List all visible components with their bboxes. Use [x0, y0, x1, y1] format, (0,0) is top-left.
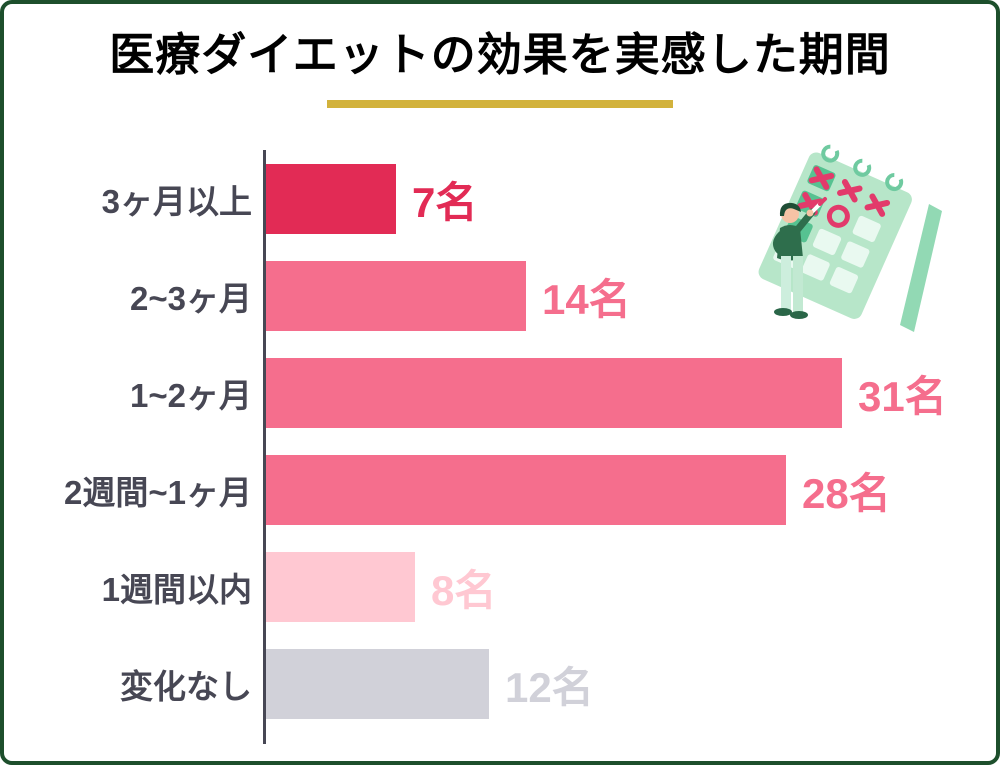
- value-label: 12名: [505, 663, 594, 711]
- category-label: 3ヶ月以上: [101, 183, 252, 220]
- bar: [266, 164, 396, 234]
- bar-rows: 3ヶ月以上 7名 2~3ヶ月 14名 1~2ヶ月 31名 2週間~1ヶ月 28名…: [4, 150, 996, 719]
- bar-row: 3ヶ月以上 7名: [4, 164, 996, 234]
- bar: [266, 358, 842, 428]
- category-label: 1週間以内: [101, 571, 252, 608]
- person-marking-calendar-icon: [758, 144, 942, 332]
- value-label: 8名: [431, 566, 497, 614]
- bar-row: 1週間以内 8名: [4, 552, 996, 622]
- bar: [266, 649, 489, 719]
- value-label: 7名: [412, 178, 478, 226]
- category-label: 変化なし: [120, 668, 252, 705]
- y-axis-line: [263, 150, 266, 744]
- bar-row: 2週間~1ヶ月 28名: [4, 455, 996, 525]
- page-title: 医療ダイエットの効果を実感した期間: [109, 29, 891, 80]
- bar: [266, 552, 415, 622]
- category-label: 2~3ヶ月: [130, 280, 252, 317]
- bar: [266, 261, 526, 331]
- category-label: 2週間~1ヶ月: [64, 474, 252, 511]
- value-label: 31名: [858, 372, 947, 420]
- bar-row: 変化なし 12名: [4, 649, 996, 719]
- category-label: 1~2ヶ月: [130, 377, 252, 414]
- bar-row: 1~2ヶ月 31名: [4, 358, 996, 428]
- bar-row: 2~3ヶ月 14名: [4, 261, 996, 331]
- bar: [266, 455, 786, 525]
- value-label: 14名: [542, 275, 631, 323]
- bar-chart: 3ヶ月以上 7名 2~3ヶ月 14名 1~2ヶ月 31名 2週間~1ヶ月 28名…: [4, 150, 996, 760]
- value-label: 28名: [802, 469, 891, 517]
- title-underline: [327, 100, 673, 108]
